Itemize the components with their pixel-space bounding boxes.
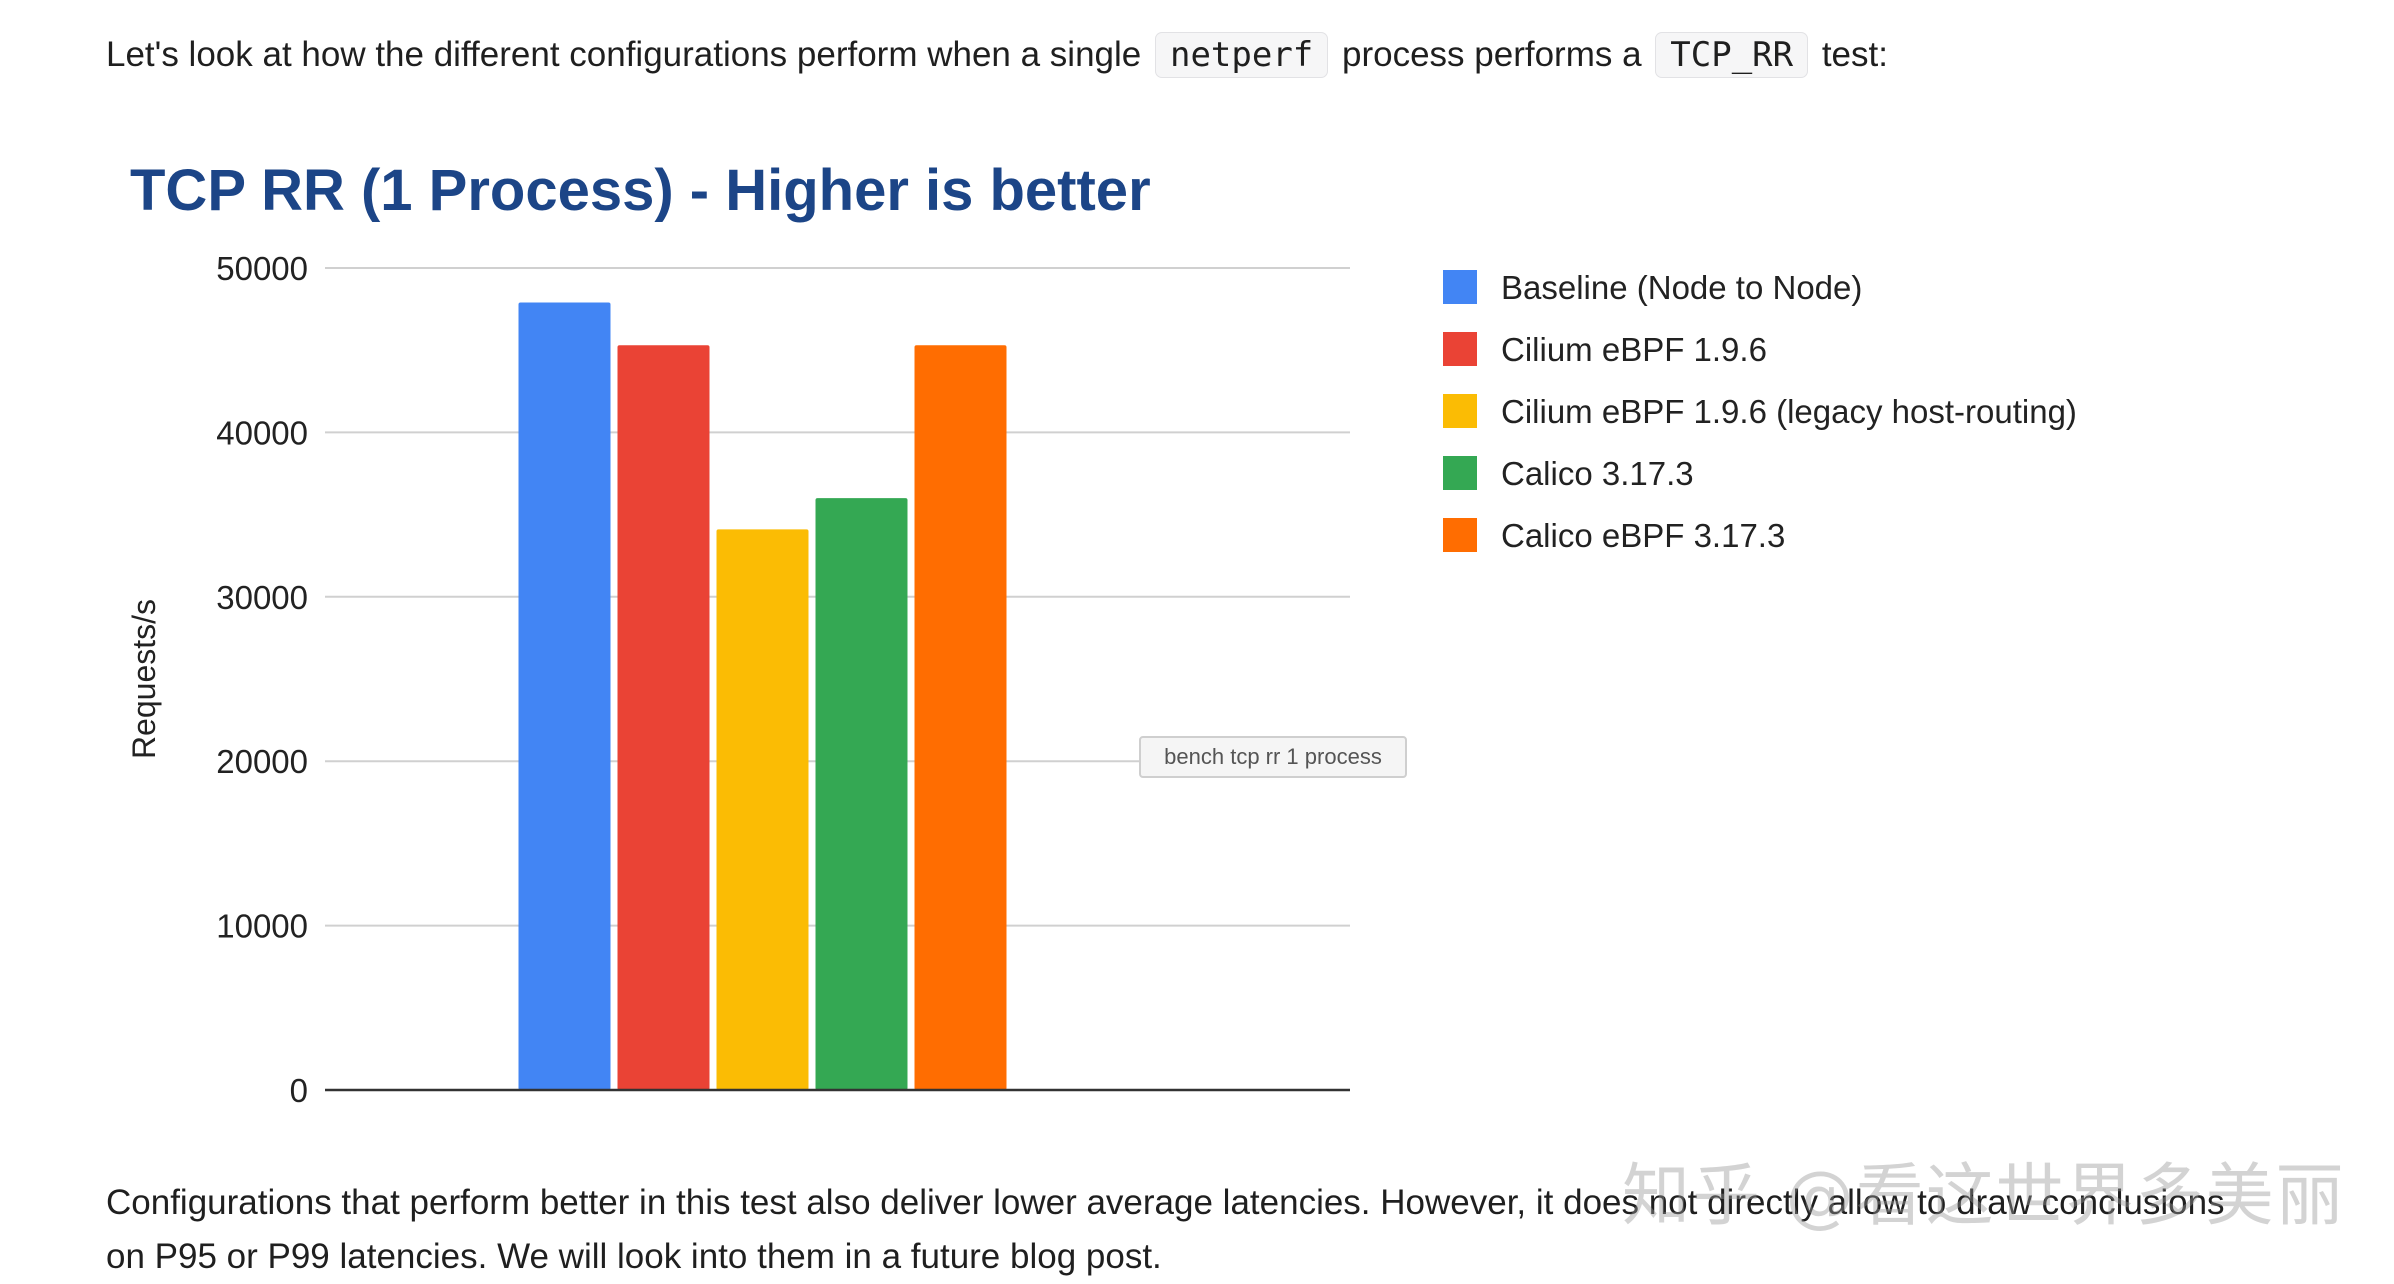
legend-label-4: Calico 3.17.3 (1501, 455, 1694, 492)
intro-text-middle: process performs a (1332, 35, 1652, 74)
y-tick-label-10000: 10000 (216, 908, 308, 945)
bar-4 (815, 498, 908, 1090)
intro-text-before: Let's look at how the different configur… (106, 35, 1151, 74)
tooltip-text: bench tcp rr 1 process (1164, 744, 1382, 769)
legend-swatch-3 (1443, 394, 1477, 428)
y-tick-label-40000: 40000 (216, 414, 308, 451)
y-tick-label-0: 0 (290, 1072, 308, 1109)
legend-label-5: Calico eBPF 3.17.3 (1501, 517, 1785, 554)
legend-swatch-5 (1443, 518, 1477, 552)
y-tick-label-20000: 20000 (216, 743, 308, 780)
category-tooltip: bench tcp rr 1 process (1139, 736, 1407, 778)
bar-2 (617, 345, 710, 1090)
legend-label-3: Cilium eBPF 1.9.6 (legacy host-routing) (1501, 393, 2077, 430)
y-tick-label-50000: 50000 (216, 250, 308, 287)
legend-label-2: Cilium eBPF 1.9.6 (1501, 331, 1767, 368)
tooltip-box (1139, 736, 1407, 778)
legend-swatch-1 (1443, 270, 1477, 304)
intro-text-after: test: (1812, 35, 1888, 74)
intro-paragraph: Let's look at how the different configur… (106, 28, 1888, 82)
bar-5 (914, 345, 1007, 1090)
outro-paragraph: Configurations that perform better in th… (106, 1183, 2225, 1276)
y-axis-ticks: 0 10000 20000 30000 40000 50000 (216, 250, 308, 1109)
inline-code-tcp-rr: TCP_RR (1655, 32, 1809, 78)
y-axis-label: Requests/s (126, 599, 162, 759)
inline-code-netperf: netperf (1154, 32, 1329, 78)
bar-1 (518, 302, 611, 1090)
legend-swatch-4 (1443, 456, 1477, 490)
chart-title: TCP RR (1 Process) - Higher is better (130, 158, 1151, 223)
bar-3 (716, 529, 809, 1090)
bars (518, 302, 1007, 1090)
legend: Baseline (Node to Node) Cilium eBPF 1.9.6… (1443, 269, 2077, 554)
legend-swatch-2 (1443, 332, 1477, 366)
legend-label-1: Baseline (Node to Node) (1501, 269, 1862, 306)
bar-chart: TCP RR (1 Process) - Higher is better 0 1… (126, 158, 2077, 1109)
y-tick-label-30000: 30000 (216, 579, 308, 616)
watermark-logo: 知乎 @看这世界多美丽 (1622, 1157, 2346, 1236)
